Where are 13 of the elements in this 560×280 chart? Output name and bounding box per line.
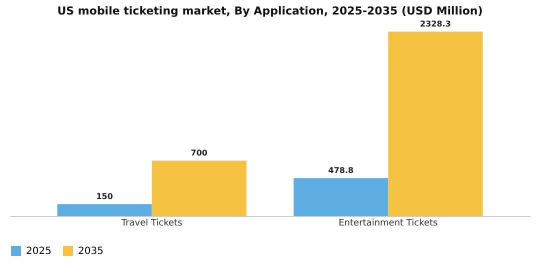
bar bbox=[152, 160, 246, 216]
legend-label: 2035 bbox=[78, 246, 104, 257]
x-tick-label: Entertainment Tickets bbox=[338, 218, 438, 228]
bar bbox=[388, 32, 483, 216]
x-tick-label: Travel Tickets bbox=[120, 218, 183, 228]
data-label: 700 bbox=[190, 148, 208, 158]
bar bbox=[294, 178, 388, 216]
data-label: 150 bbox=[96, 192, 114, 202]
chart-title: US mobile ticketing market, By Application, 2025-2035 (USD Million) bbox=[57, 4, 483, 18]
bar bbox=[57, 204, 152, 216]
legend-label: 2025 bbox=[26, 246, 52, 257]
data-label: 478.8 bbox=[328, 166, 354, 176]
data-label: 2328.3 bbox=[420, 20, 451, 29]
